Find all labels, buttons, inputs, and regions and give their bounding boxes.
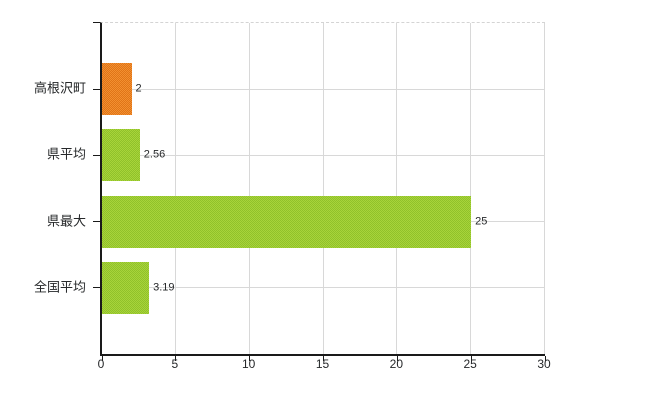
bar [102, 261, 150, 314]
x-axis-tick-label: 15 [315, 357, 330, 371]
x-axis: 0 5 10 15 20 25 30 [97, 357, 561, 376]
x-axis-tick-label: 10 [241, 357, 256, 371]
gridline-horizontal [102, 287, 545, 289]
gridline-vertical [470, 23, 472, 354]
bar-value-label: 3.19 [153, 281, 175, 294]
bar-value-label: 2.56 [143, 148, 166, 161]
gridline-vertical [544, 23, 545, 354]
bar-value-label: 25 [475, 215, 488, 228]
x-axis-tick [323, 356, 324, 361]
gridline-horizontal [102, 88, 545, 90]
x-axis-tick [544, 356, 546, 361]
gridline-horizontal [102, 154, 545, 156]
x-axis-tick-label: 30 [537, 357, 551, 371]
x-axis-tick [175, 356, 177, 361]
x-axis-tick-label: 25 [463, 357, 477, 371]
y-axis-top-tick [93, 22, 100, 23]
plot-area: 2 2.56 25 3.19 [93, 22, 546, 361]
x-axis-tick [249, 356, 251, 361]
y-axis-tick [93, 287, 100, 289]
bar-value-label: 2 [135, 82, 142, 95]
gridline-vertical [322, 23, 324, 354]
category-label: 高根沢町 [33, 80, 86, 96]
x-axis-tick-label: 5 [171, 357, 179, 371]
category-label: 県平均 [46, 146, 86, 162]
gridline-vertical [174, 23, 176, 354]
bar [102, 195, 472, 248]
bar [102, 63, 132, 116]
gridline-vertical [396, 23, 398, 354]
x-axis-tick [101, 356, 103, 361]
gridline-vertical [248, 23, 250, 354]
x-axis-tick-label: 20 [389, 357, 404, 371]
y-axis-tick [93, 154, 100, 156]
y-axis-tick [93, 221, 100, 223]
y-axis: 高根沢町県平均県最大全国平均 [0, 22, 101, 353]
x-axis-tick-label: 0 [97, 357, 105, 371]
x-axis-tick [470, 356, 472, 361]
bar [102, 129, 140, 182]
x-axis-tick [396, 356, 398, 361]
category-label: 全国平均 [33, 279, 86, 295]
category-label: 県最大 [46, 213, 86, 229]
y-axis-tick [93, 88, 100, 90]
